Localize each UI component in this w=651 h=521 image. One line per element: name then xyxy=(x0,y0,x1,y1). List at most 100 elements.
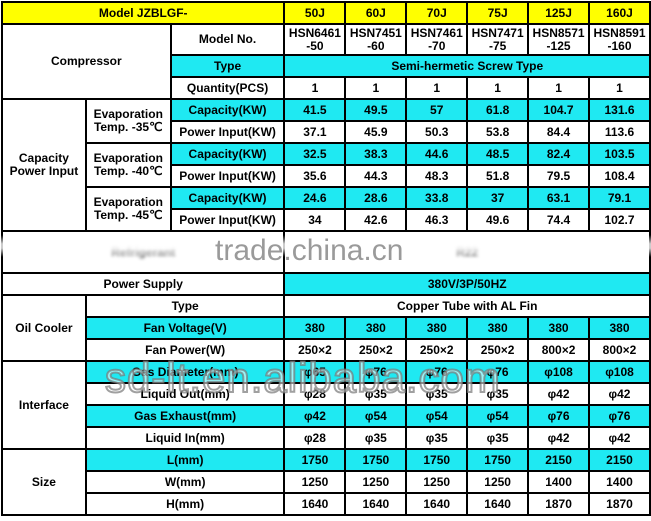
cell-text: 1250 xyxy=(423,474,451,489)
condition-label: Evaporation Temp. -35℃ xyxy=(84,98,172,144)
cell-text: φ76 xyxy=(547,408,570,423)
cell-text: φ35 xyxy=(425,430,448,445)
cell-text: φ42 xyxy=(608,430,631,445)
cell-text: 1 xyxy=(494,80,501,95)
cell-text: 50.3 xyxy=(425,124,449,139)
cell-text: 380 xyxy=(609,320,630,335)
value-cell: 380 xyxy=(344,316,408,340)
cell-text: 70J xyxy=(426,5,447,20)
value-cell: φ76 xyxy=(466,360,530,384)
cell-text: 2150 xyxy=(606,452,633,467)
value-cell: 250×2 xyxy=(405,338,469,362)
cell-text: φ54 xyxy=(364,408,387,423)
cell-text: 63.1 xyxy=(546,190,571,205)
table-row: Quantity(PCS) 1 1 1 1 1 1 xyxy=(2,76,651,100)
cell-text: 380 xyxy=(487,320,508,335)
cell-text: 2150 xyxy=(545,452,572,467)
value-cell: φ35 xyxy=(344,426,408,450)
group-compressor: Compressor xyxy=(1,23,172,100)
cell-text: 1 xyxy=(555,80,562,95)
cell-text: 42.6 xyxy=(364,212,388,227)
cell-text: φ35 xyxy=(425,386,448,401)
cell-text: 44.6 xyxy=(425,146,449,161)
table-row: Liquid In(mm) φ28 φ35 φ35 φ35 φ42 φ42 xyxy=(2,426,651,450)
param-label: Capacity(KW) xyxy=(169,142,286,166)
value-cell: φ35 xyxy=(344,382,408,406)
value-cell: 28.6 xyxy=(344,186,408,210)
value-cell: 46.3 xyxy=(405,208,469,232)
table-row: Fan Voltage(V) 380 380 380 380 380 380 xyxy=(2,316,651,340)
cell-text: φ35 xyxy=(486,386,509,401)
value-cell: 1 xyxy=(588,76,651,100)
value-cell: 250×2 xyxy=(283,338,347,362)
group-interface: Interface xyxy=(1,360,87,450)
value-cell: 34 xyxy=(283,208,347,232)
table-row: Power Supply 380V/3P/50HZ xyxy=(0,272,651,296)
table-row: Oil Cooler Type Copper Tube with AL Fin xyxy=(1,294,651,362)
cell-text: 380 xyxy=(365,320,386,335)
cell-text: Gas Exhaust(mm) xyxy=(134,408,237,423)
cell-text: HSN8591 xyxy=(593,25,646,40)
cell-text: Liquid Out(mm) xyxy=(140,386,230,401)
cell-text: 60J xyxy=(365,5,386,20)
value-cell: 50.3 xyxy=(405,120,469,144)
table-row: Power Input(KW) 34 42.6 46.3 49.6 74.4 102.7 xyxy=(2,208,651,232)
cell-text: 1400 xyxy=(545,474,572,489)
table-row: Power Input(KW) 35.6 44.3 48.3 51.8 79.5 108.4 xyxy=(2,164,651,188)
cell-text: φ35 xyxy=(364,386,387,401)
param-label: Gas Diameter(mm) xyxy=(84,360,286,384)
cell-text: 46.3 xyxy=(425,212,449,227)
value-cell: HSN8591 -160 xyxy=(588,23,651,56)
table-row: Fan Power(W) 250×2 250×2 250×2 250×2 800×2 800… xyxy=(2,338,651,362)
value-cell: HSN8571 -125 xyxy=(527,23,590,56)
cell-text: 53.8 xyxy=(485,124,510,139)
value-cell: 1 xyxy=(405,76,469,100)
value-cell: 380 xyxy=(466,316,530,340)
value-cell: 1 xyxy=(466,76,530,100)
value-cell: 74.4 xyxy=(527,208,590,232)
cell-text: Capacity xyxy=(18,151,69,165)
value-cell: φ28 xyxy=(283,382,347,406)
value-cell: φ54 xyxy=(344,404,408,428)
cell-text: φ28 xyxy=(303,386,326,401)
cell-text: Type xyxy=(171,298,199,313)
value-cell: 1400 xyxy=(588,470,651,494)
value-cell: 380 xyxy=(283,316,347,340)
cell-text: -75 xyxy=(488,38,507,53)
cell-text: 1750 xyxy=(362,452,390,467)
cell-text: φ28 xyxy=(303,430,326,445)
cell-text: Temp. -35℃ xyxy=(93,120,163,134)
cell-text: HSN6461 xyxy=(288,25,341,40)
value-cell: 104.7 xyxy=(527,98,590,122)
cell-text: Power Input(KW) xyxy=(179,168,276,183)
param-label: Power Input(KW) xyxy=(169,164,286,188)
value-cell: φ42 xyxy=(283,404,347,428)
value-cell: 1640 xyxy=(405,492,469,516)
cell-text: 102.7 xyxy=(604,212,635,227)
value-cell: 1870 xyxy=(588,492,651,516)
blur-band xyxy=(0,235,651,257)
cell-text: 24.6 xyxy=(303,190,327,205)
param-label: Liquid Out(mm) xyxy=(84,382,286,406)
value-cell: 61.8 xyxy=(466,98,530,122)
cell-text: 131.6 xyxy=(604,102,635,117)
value-cell: 380 xyxy=(588,316,651,340)
cell-text: 1 xyxy=(372,80,380,95)
cell-text: 35.6 xyxy=(303,168,327,183)
param-label: Model No. xyxy=(169,23,286,56)
cell-text: 250×2 xyxy=(419,342,454,357)
value-cell: 79.1 xyxy=(588,186,651,210)
value-cell: φ35 xyxy=(466,426,530,450)
cell-text: 57 xyxy=(430,102,444,117)
table-row: Power Input(KW) 37.1 45.9 50.3 53.8 84.4 113.6 xyxy=(2,120,651,144)
cell-text: 32.5 xyxy=(303,146,327,161)
cell-text: φ76 xyxy=(486,364,509,379)
cell-text: 49.5 xyxy=(364,102,388,117)
cell-text: φ76 xyxy=(425,364,448,379)
cell-text: 37 xyxy=(490,190,505,205)
cell-text: 75J xyxy=(487,5,508,20)
value-cell: 1 xyxy=(527,76,590,100)
value-cell: 250×2 xyxy=(466,338,530,362)
param-label: Power Input(KW) xyxy=(169,208,286,232)
value-cell: φ42 xyxy=(527,426,590,450)
